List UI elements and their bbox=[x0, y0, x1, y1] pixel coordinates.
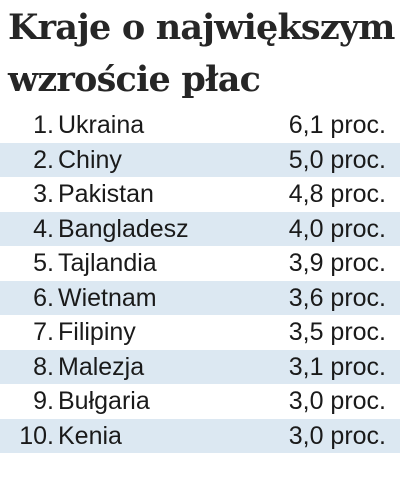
row-rank: 8. bbox=[33, 352, 54, 381]
row-rank: 3. bbox=[33, 180, 54, 208]
row-country: Chiny bbox=[58, 145, 122, 174]
table-row: 1. Ukraina 6,1 proc. bbox=[0, 108, 400, 143]
row-country: Tajlandia bbox=[58, 249, 157, 277]
table-row: 10. Kenia 3,0 proc. bbox=[0, 418, 400, 453]
row-country: Kenia bbox=[58, 421, 122, 450]
row-value: 3,0 proc. bbox=[288, 387, 386, 415]
row-value: 3,9 proc. bbox=[288, 249, 386, 277]
title-line-2: wzroście płac bbox=[8, 59, 261, 100]
table-row: 6. Wietnam 3,6 proc. bbox=[0, 280, 400, 315]
row-value: 3,6 proc. bbox=[288, 283, 386, 312]
title-line-1: Kraje o największym bbox=[8, 7, 395, 48]
row-rank: 6. bbox=[33, 283, 54, 312]
row-rank: 7. bbox=[33, 318, 54, 346]
table-row: 9. Bułgaria 3,0 proc. bbox=[0, 384, 400, 419]
table-row: 4. Bangladesz 4,0 proc. bbox=[0, 211, 400, 246]
row-country: Wietnam bbox=[58, 283, 157, 312]
table-row: 8. Malezja 3,1 proc. bbox=[0, 349, 400, 384]
row-rank: 10. bbox=[19, 421, 54, 450]
table-row: 5. Tajlandia 3,9 proc. bbox=[0, 246, 400, 281]
row-value: 3,0 proc. bbox=[288, 421, 386, 450]
row-country: Malezja bbox=[58, 352, 145, 381]
table-row: 3. Pakistan 4,8 proc. bbox=[0, 177, 400, 212]
row-value: 3,5 proc. bbox=[288, 318, 386, 346]
row-rank: 1. bbox=[33, 111, 54, 139]
row-rank: 5. bbox=[33, 249, 54, 277]
row-value: 4,0 proc. bbox=[288, 214, 386, 243]
row-country: Bangladesz bbox=[58, 214, 189, 243]
table-row: 2. Chiny 5,0 proc. bbox=[0, 142, 400, 177]
infographic-title: Kraje o największym wzroście płac bbox=[8, 2, 396, 106]
row-value: 6,1 proc. bbox=[288, 111, 386, 139]
table-row: 7. Filipiny 3,5 proc. bbox=[0, 315, 400, 350]
row-rank: 4. bbox=[33, 214, 54, 243]
ranking-table: 1. Ukraina 6,1 proc. 2. Chiny 5,0 proc. 3. Paki… bbox=[0, 108, 400, 453]
row-rank: 9. bbox=[33, 387, 54, 415]
row-country: Pakistan bbox=[58, 180, 154, 208]
row-country: Ukraina bbox=[58, 111, 145, 139]
row-country: Filipiny bbox=[58, 318, 136, 346]
row-value: 4,8 proc. bbox=[288, 180, 386, 208]
row-rank: 2. bbox=[33, 145, 54, 174]
row-country: Bułgaria bbox=[58, 387, 150, 415]
row-value: 5,0 proc. bbox=[288, 145, 386, 174]
row-value: 3,1 proc. bbox=[288, 352, 386, 381]
